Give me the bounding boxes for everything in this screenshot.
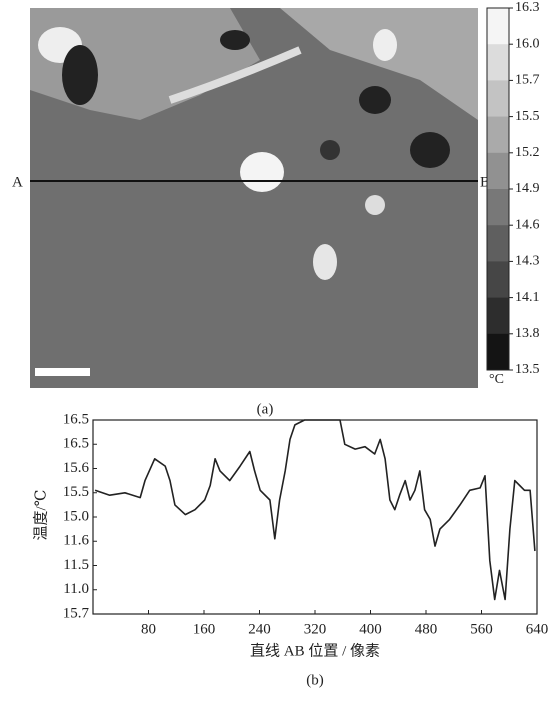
y-tick-label: 15.7 xyxy=(63,605,90,621)
y-axis-label: 温度/℃ xyxy=(32,490,49,541)
hot-spot xyxy=(373,29,397,61)
colorbar-tick-label: 16.0 xyxy=(515,36,540,51)
colorbar-band xyxy=(487,297,509,335)
colorbar-band xyxy=(487,116,509,154)
y-tick-label: 15.0 xyxy=(63,508,89,524)
colorbar-band xyxy=(487,189,509,226)
colorbar-tick-label: 14.9 xyxy=(515,181,540,196)
data-line xyxy=(94,419,536,601)
line-chart: 16.5 16.5 15.6 15.5 15.0 11.6 11.5 11.0 15.7 80 16… xyxy=(63,411,549,637)
x-axis-label: 直线 AB 位置 / 像素 xyxy=(250,642,380,659)
point-a: A xyxy=(12,174,23,190)
colorbar-tick-label: 15.2 xyxy=(515,145,540,160)
y-tick-label: 16.5 xyxy=(63,411,89,427)
colorbar-unit: °C xyxy=(489,372,504,387)
colorbar-band xyxy=(487,333,509,371)
colorbar-tick-label: 15.7 xyxy=(515,73,540,88)
hot-spot xyxy=(240,152,284,192)
y-tick-label: 15.6 xyxy=(63,460,90,476)
x-tick-label: 160 xyxy=(193,621,216,637)
colorbar-tick-label: 14.3 xyxy=(515,254,540,269)
colorbar-tick-label: 14.1 xyxy=(515,290,540,305)
x-tick-label: 400 xyxy=(359,621,382,637)
x-tick-label: 320 xyxy=(304,621,327,637)
point-b: B xyxy=(480,174,490,190)
y-tick-label: 11.5 xyxy=(63,557,89,573)
colorbar: 16.3 16.0 15.7 15.5 15.2 14.9 14.6 14.3 14.1 13.8… xyxy=(486,0,540,387)
x-tick-label: 640 xyxy=(526,621,549,637)
cold-spot xyxy=(359,86,391,114)
panel-label: (a) xyxy=(257,401,274,417)
colorbar-tick-label: 13.8 xyxy=(515,326,540,341)
colorbar-tick-label: 13.5 xyxy=(515,362,540,377)
light-region xyxy=(280,8,478,120)
cold-spot xyxy=(410,132,450,168)
plot-frame xyxy=(92,419,538,615)
cold-spot xyxy=(320,140,340,160)
y-tick-label: 11.6 xyxy=(63,533,89,549)
x-tick-label: 480 xyxy=(415,621,438,637)
x-tick-label: 80 xyxy=(141,621,156,637)
thermal-image xyxy=(30,8,478,388)
hot-spot xyxy=(313,244,337,280)
colorbar-band xyxy=(487,80,509,118)
x-tick-label: 560 xyxy=(470,621,493,637)
y-tick-label: 15.5 xyxy=(63,484,89,500)
x-tick-label: 240 xyxy=(248,621,271,637)
colorbar-tick-label: 14.6 xyxy=(515,217,540,232)
colorbar-band xyxy=(487,225,509,262)
bright-streak xyxy=(168,46,302,104)
cold-spot xyxy=(220,30,250,50)
hot-spot xyxy=(365,195,385,215)
colorbar-tick-label: 15.5 xyxy=(515,109,540,124)
colorbar-band xyxy=(487,261,509,299)
panel-label: (b) xyxy=(306,672,324,688)
colorbar-band xyxy=(487,152,509,190)
cold-spot xyxy=(62,45,98,105)
y-tick-label: 11.0 xyxy=(63,581,89,597)
scale-bar xyxy=(35,368,90,376)
colorbar-tick-label: 16.3 xyxy=(515,0,540,15)
colorbar-band xyxy=(487,8,509,45)
colorbar-band xyxy=(487,44,509,81)
y-tick-label: 16.5 xyxy=(63,436,89,452)
